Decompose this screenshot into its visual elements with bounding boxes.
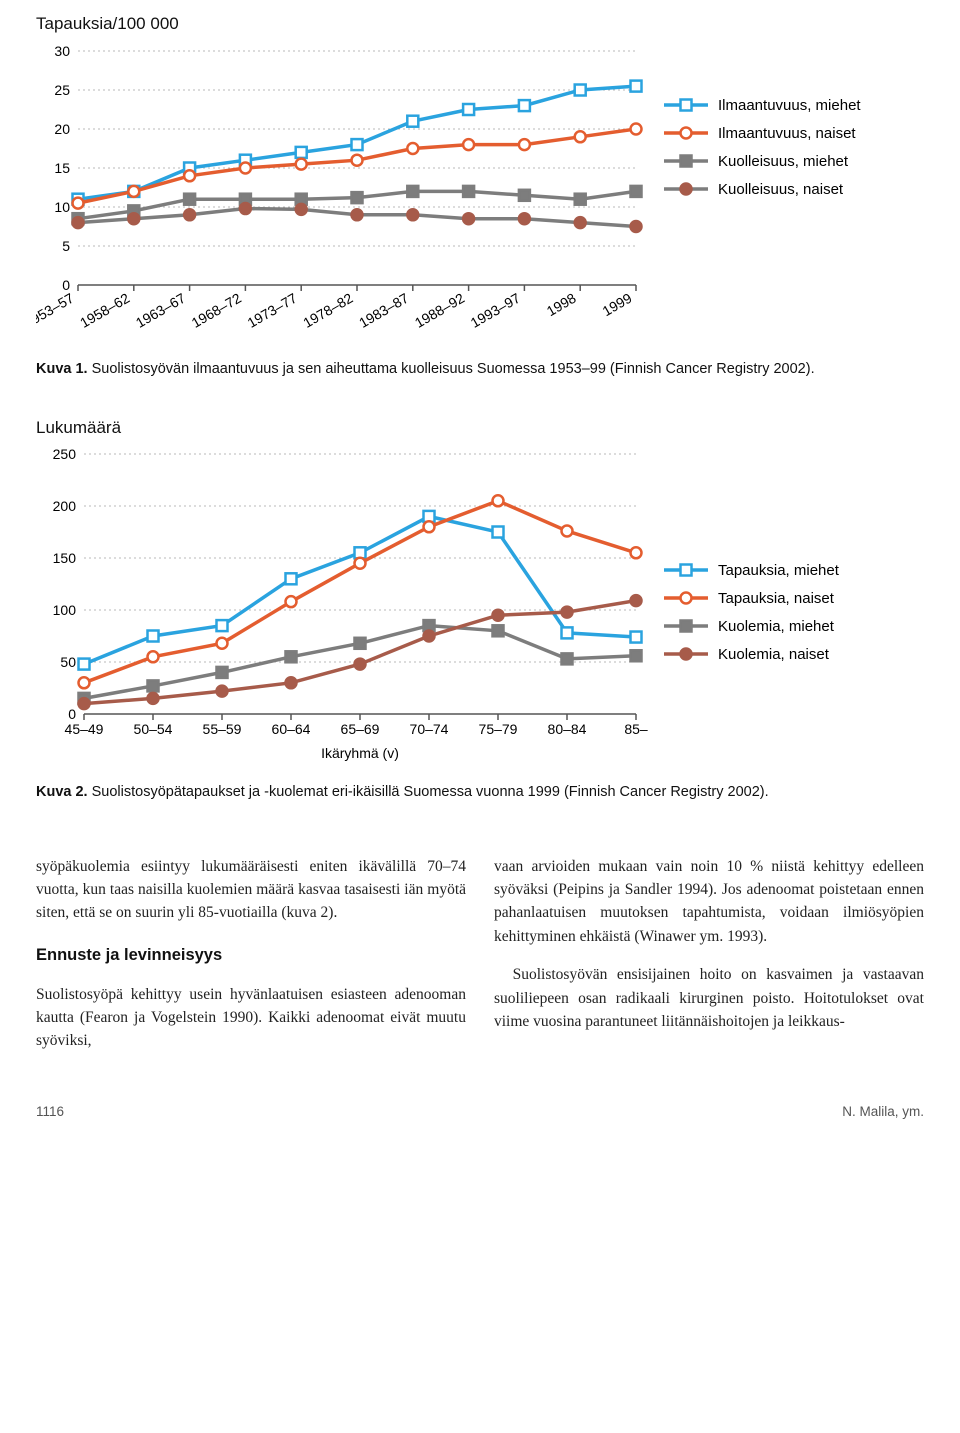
svg-text:45–49: 45–49: [65, 721, 104, 737]
col1-p1: syöpäkuolemia esiintyy lukumääräisesti e…: [36, 855, 466, 925]
svg-text:Kuolleisuus, naiset: Kuolleisuus, naiset: [718, 181, 844, 198]
caption2-text: Suolistosyöpätapaukset ja -kuolemat eri-…: [92, 784, 769, 800]
svg-text:55–59: 55–59: [203, 721, 242, 737]
svg-text:10: 10: [54, 199, 70, 215]
svg-text:Ilmaantuvuus, miehet: Ilmaantuvuus, miehet: [718, 97, 861, 114]
col-left: syöpäkuolemia esiintyy lukumääräisesti e…: [36, 839, 466, 1068]
svg-text:1953–57: 1953–57: [36, 289, 77, 330]
caption1-text: Suolistosyövän ilmaantuvuus ja sen aiheu…: [92, 361, 815, 377]
svg-text:1973–77: 1973–77: [244, 289, 299, 330]
svg-text:Tapauksia, naiset: Tapauksia, naiset: [718, 590, 835, 607]
svg-text:Tapauksia, miehet: Tapauksia, miehet: [718, 562, 840, 579]
col1-p2: Suolistosyöpä kehittyy usein hyvänlaatui…: [36, 983, 466, 1053]
svg-text:25: 25: [54, 82, 70, 98]
svg-text:85–: 85–: [624, 721, 648, 737]
svg-text:1968–72: 1968–72: [189, 289, 244, 330]
chart1-title: Tapauksia/100 000: [36, 12, 924, 37]
svg-text:1993–97: 1993–97: [468, 289, 523, 330]
svg-text:1988–92: 1988–92: [412, 289, 467, 330]
svg-text:70–74: 70–74: [410, 721, 449, 737]
chart2-container: Lukumäärä 0 50 100 150 200 250 45–49 50–54 55–59…: [36, 416, 924, 765]
svg-text:30: 30: [54, 43, 70, 59]
svg-text:65–69: 65–69: [341, 721, 380, 737]
col2-p1: vaan arvioiden mukaan vain noin 10 % nii…: [494, 855, 924, 948]
svg-text:100: 100: [53, 602, 77, 618]
svg-text:Ilmaantuvuus, naiset: Ilmaantuvuus, naiset: [718, 125, 856, 142]
body-columns: syöpäkuolemia esiintyy lukumääräisesti e…: [36, 839, 924, 1068]
chart1-container: Tapauksia/100 000 0510152025301953–57195…: [36, 12, 924, 341]
caption1: Kuva 1. Suolistosyövän ilmaantuvuus ja s…: [36, 359, 924, 380]
svg-text:80–84: 80–84: [548, 721, 587, 737]
chart2-title: Lukumäärä: [36, 416, 924, 441]
svg-text:Kuolemia, miehet: Kuolemia, miehet: [718, 618, 835, 635]
svg-text:75–79: 75–79: [479, 721, 518, 737]
svg-text:1958–62: 1958–62: [77, 289, 132, 330]
svg-text:Kuolleisuus, miehet: Kuolleisuus, miehet: [718, 153, 849, 170]
svg-text:60–64: 60–64: [272, 721, 311, 737]
svg-text:Ikäryhmä (v): Ikäryhmä (v): [321, 745, 399, 761]
svg-text:50–54: 50–54: [134, 721, 173, 737]
svg-text:50: 50: [60, 654, 76, 670]
svg-text:200: 200: [53, 498, 77, 514]
svg-text:1999: 1999: [600, 289, 635, 319]
svg-text:Kuolemia, naiset: Kuolemia, naiset: [718, 646, 830, 663]
chart2-svg: 0 50 100 150 200 250 45–49 50–54 55–59 60–64 65–69…: [36, 444, 916, 764]
svg-text:1998: 1998: [544, 289, 579, 319]
col-right: vaan arvioiden mukaan vain noin 10 % nii…: [494, 839, 924, 1068]
svg-text:1978–82: 1978–82: [300, 289, 355, 330]
footer: 1116 N. Malila, ym.: [36, 1102, 924, 1122]
caption2: Kuva 2. Suolistosyöpätapaukset ja -kuole…: [36, 782, 924, 803]
svg-text:5: 5: [62, 238, 70, 254]
svg-text:250: 250: [53, 446, 77, 462]
svg-text:0: 0: [68, 706, 76, 722]
col2-p2: Suolistosyövän ensisijainen hoito on kas…: [494, 963, 924, 1033]
svg-text:1983–87: 1983–87: [356, 289, 411, 330]
page-number: 1116: [36, 1102, 64, 1122]
svg-text:20: 20: [54, 121, 70, 137]
caption1-bold: Kuva 1.: [36, 361, 88, 377]
svg-text:150: 150: [53, 550, 77, 566]
svg-text:15: 15: [54, 160, 70, 176]
chart1-svg: 0510152025301953–571958–621963–671968–72…: [36, 41, 916, 341]
svg-text:1963–67: 1963–67: [133, 289, 188, 330]
footer-source: N. Malila, ym.: [842, 1102, 924, 1122]
caption2-bold: Kuva 2.: [36, 784, 88, 800]
section-heading: Ennuste ja levinneisyys: [36, 943, 466, 968]
